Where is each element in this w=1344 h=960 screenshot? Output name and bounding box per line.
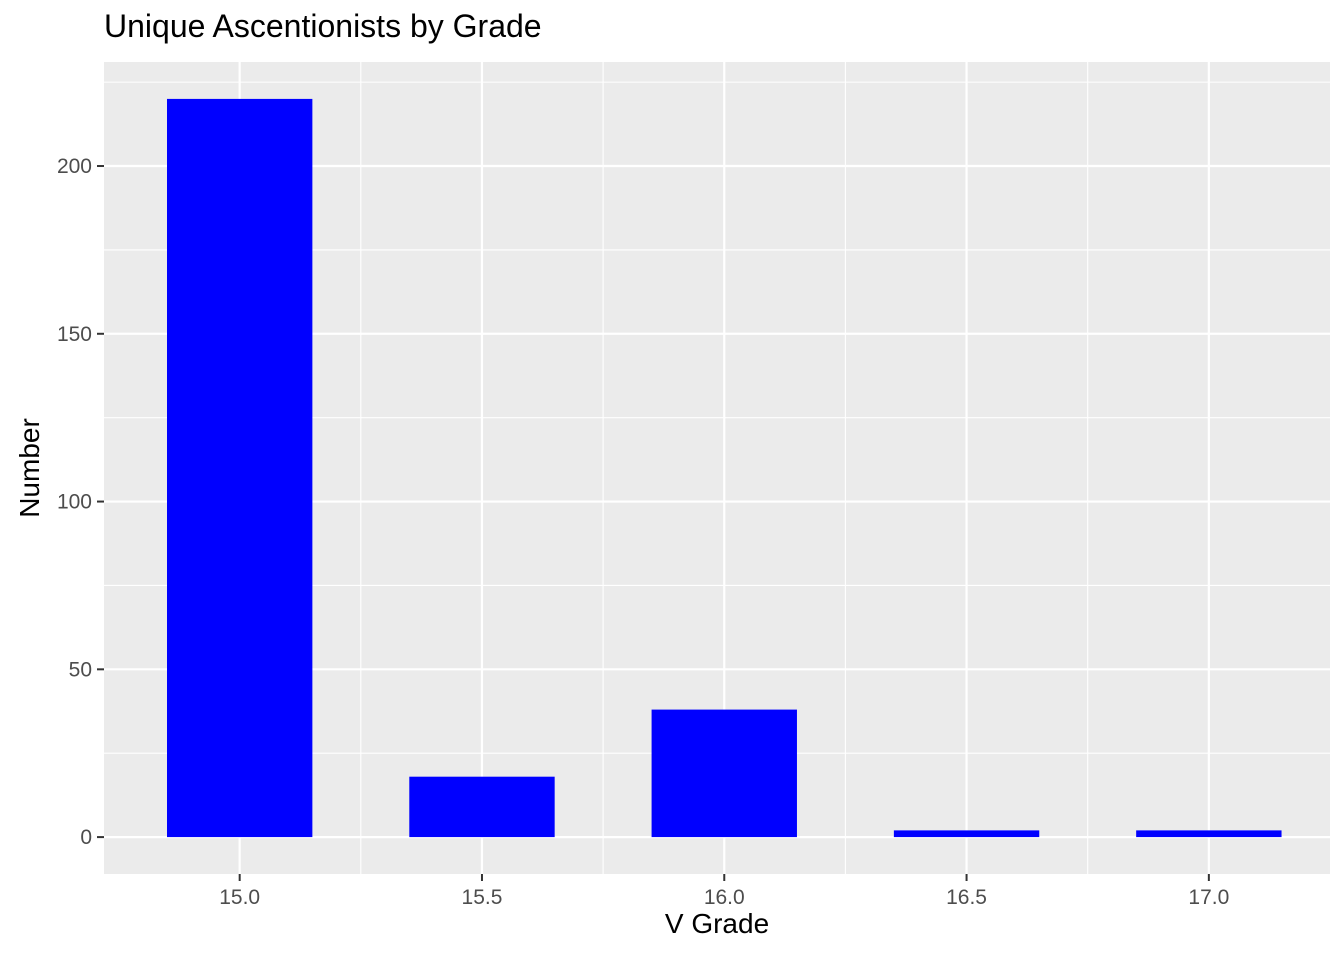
- x-tick-label: 15.0: [219, 886, 260, 909]
- x-tick-label: 16.5: [946, 886, 987, 909]
- bar-2: [651, 709, 797, 838]
- bar-4: [1136, 830, 1282, 838]
- y-tick-label: 0: [80, 826, 92, 849]
- x-tick-label: 17.0: [1188, 886, 1229, 909]
- x-tick-label: 15.5: [462, 886, 503, 909]
- chart-title: Unique Ascentionists by Grade: [104, 8, 542, 44]
- bar-1: [409, 776, 555, 838]
- y-tick-label: 100: [57, 491, 92, 514]
- y-tick-label: 200: [57, 155, 92, 178]
- x-axis-title: V Grade: [664, 908, 770, 939]
- y-tick-label: 150: [57, 323, 92, 346]
- bar-0: [166, 98, 313, 838]
- y-axis-title: Number: [14, 418, 45, 518]
- bar-3: [893, 830, 1040, 838]
- x-tick-label: 16.0: [704, 886, 745, 909]
- y-tick-label: 50: [69, 658, 92, 681]
